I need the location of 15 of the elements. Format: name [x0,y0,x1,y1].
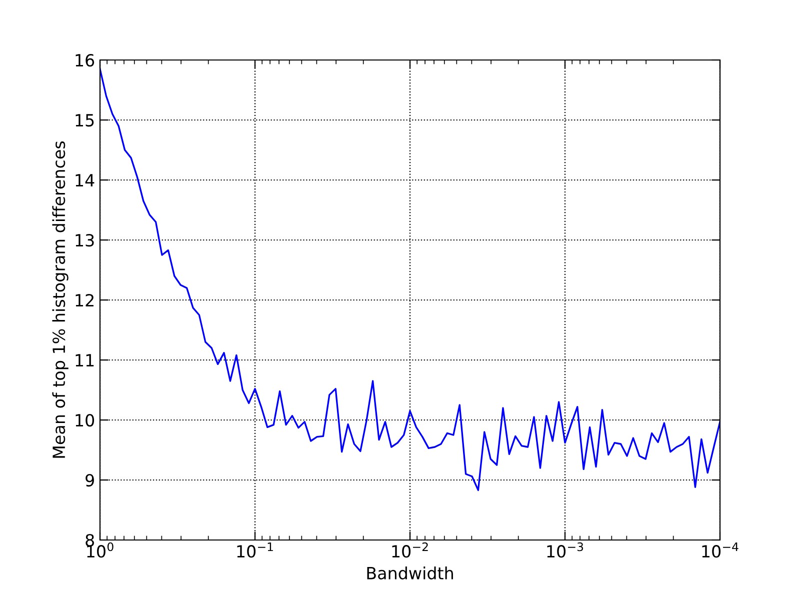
x-axis-title: Bandwidth [367,566,453,580]
y-tick-label: 9 [86,474,94,487]
y-tick-label: 15 [76,114,94,127]
y-tick-label: 12 [76,294,94,306]
x-tick-label: 10$^{−1}$ [237,542,273,558]
line-series [100,68,720,492]
y-tick-label: 11 [76,354,94,366]
y-tick-label: 10 [76,414,94,427]
y-axis-title: Mean of top 1% histogram differences [52,141,68,458]
y-tick-label: 14 [76,174,94,186]
x-tick-label: 10$^{−2}$ [392,542,428,558]
x-tick-label: 10$^{−3}$ [547,542,584,558]
y-tick-label: 16 [76,54,94,67]
x-tick-label: 10$^{−4}$ [702,542,738,558]
y-tick-label: 13 [76,234,94,247]
